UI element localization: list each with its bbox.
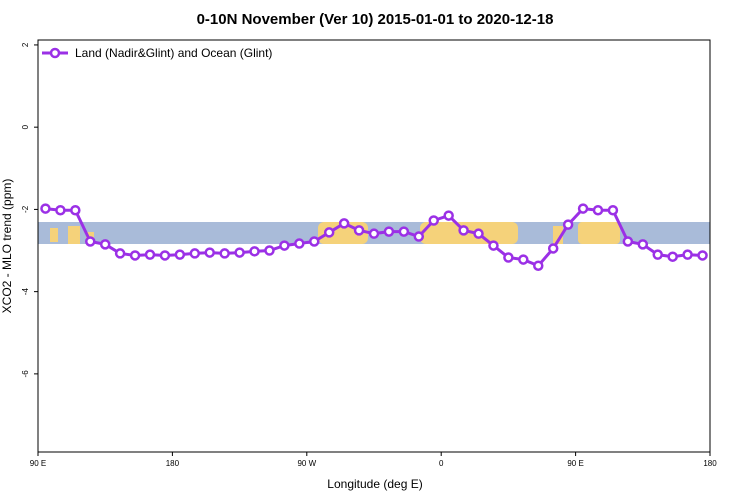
point <box>234 247 245 258</box>
point <box>488 240 499 251</box>
y-axis-label: XCO2 - MLO trend (ppm) <box>0 179 14 314</box>
point <box>249 246 260 257</box>
point <box>458 225 469 236</box>
x-tick-label: 90 E <box>567 459 583 468</box>
point <box>338 218 350 229</box>
point <box>533 260 544 271</box>
point <box>323 227 335 238</box>
point <box>279 240 290 251</box>
point <box>368 228 380 239</box>
point <box>129 250 141 261</box>
chart-title: 0-10N November (Ver 10) 2015-01-01 to 20… <box>197 11 554 28</box>
y-tick-label: -4 <box>21 288 30 296</box>
plot-frame <box>37 39 711 453</box>
point <box>607 204 619 216</box>
x-tick-label: 180 <box>703 459 717 468</box>
point <box>398 226 410 237</box>
legend-marker <box>49 47 61 59</box>
point <box>547 243 559 254</box>
point <box>159 250 171 261</box>
point <box>174 249 186 260</box>
point <box>652 249 663 260</box>
point <box>518 254 529 265</box>
y-tick-label: 0 <box>21 124 30 129</box>
x-axis-label: Longitude (deg E) <box>327 477 422 491</box>
legend-label: Land (Nadir&Glint) and Ocean (Glint) <box>75 46 272 60</box>
point <box>85 236 96 247</box>
point <box>99 239 111 250</box>
point <box>219 248 230 259</box>
point <box>70 204 81 216</box>
x-tick-label: 180 <box>166 459 180 468</box>
y-tick-label: 2 <box>21 42 30 47</box>
point <box>592 204 604 216</box>
x-tick-label: 0 <box>439 459 444 468</box>
y-tick-label: -2 <box>21 205 30 213</box>
point <box>413 231 425 242</box>
point <box>473 228 484 239</box>
point <box>264 245 275 256</box>
point <box>577 203 589 214</box>
point <box>682 249 693 260</box>
point <box>114 248 126 259</box>
point <box>562 219 574 230</box>
point <box>503 252 514 263</box>
point <box>428 215 439 226</box>
point <box>697 250 708 261</box>
point <box>383 226 395 237</box>
point <box>309 236 320 247</box>
x-tick-label: 90 W <box>297 459 316 468</box>
point <box>189 248 201 259</box>
point <box>204 247 215 258</box>
point <box>294 238 305 249</box>
point <box>144 249 156 260</box>
x-tick-label: 90 E <box>30 459 46 468</box>
point <box>353 225 365 236</box>
point <box>622 236 634 247</box>
point <box>55 204 66 216</box>
point <box>637 239 649 250</box>
point <box>443 210 454 221</box>
point <box>667 251 678 262</box>
point <box>40 203 51 214</box>
y-tick-label: -6 <box>21 370 30 378</box>
